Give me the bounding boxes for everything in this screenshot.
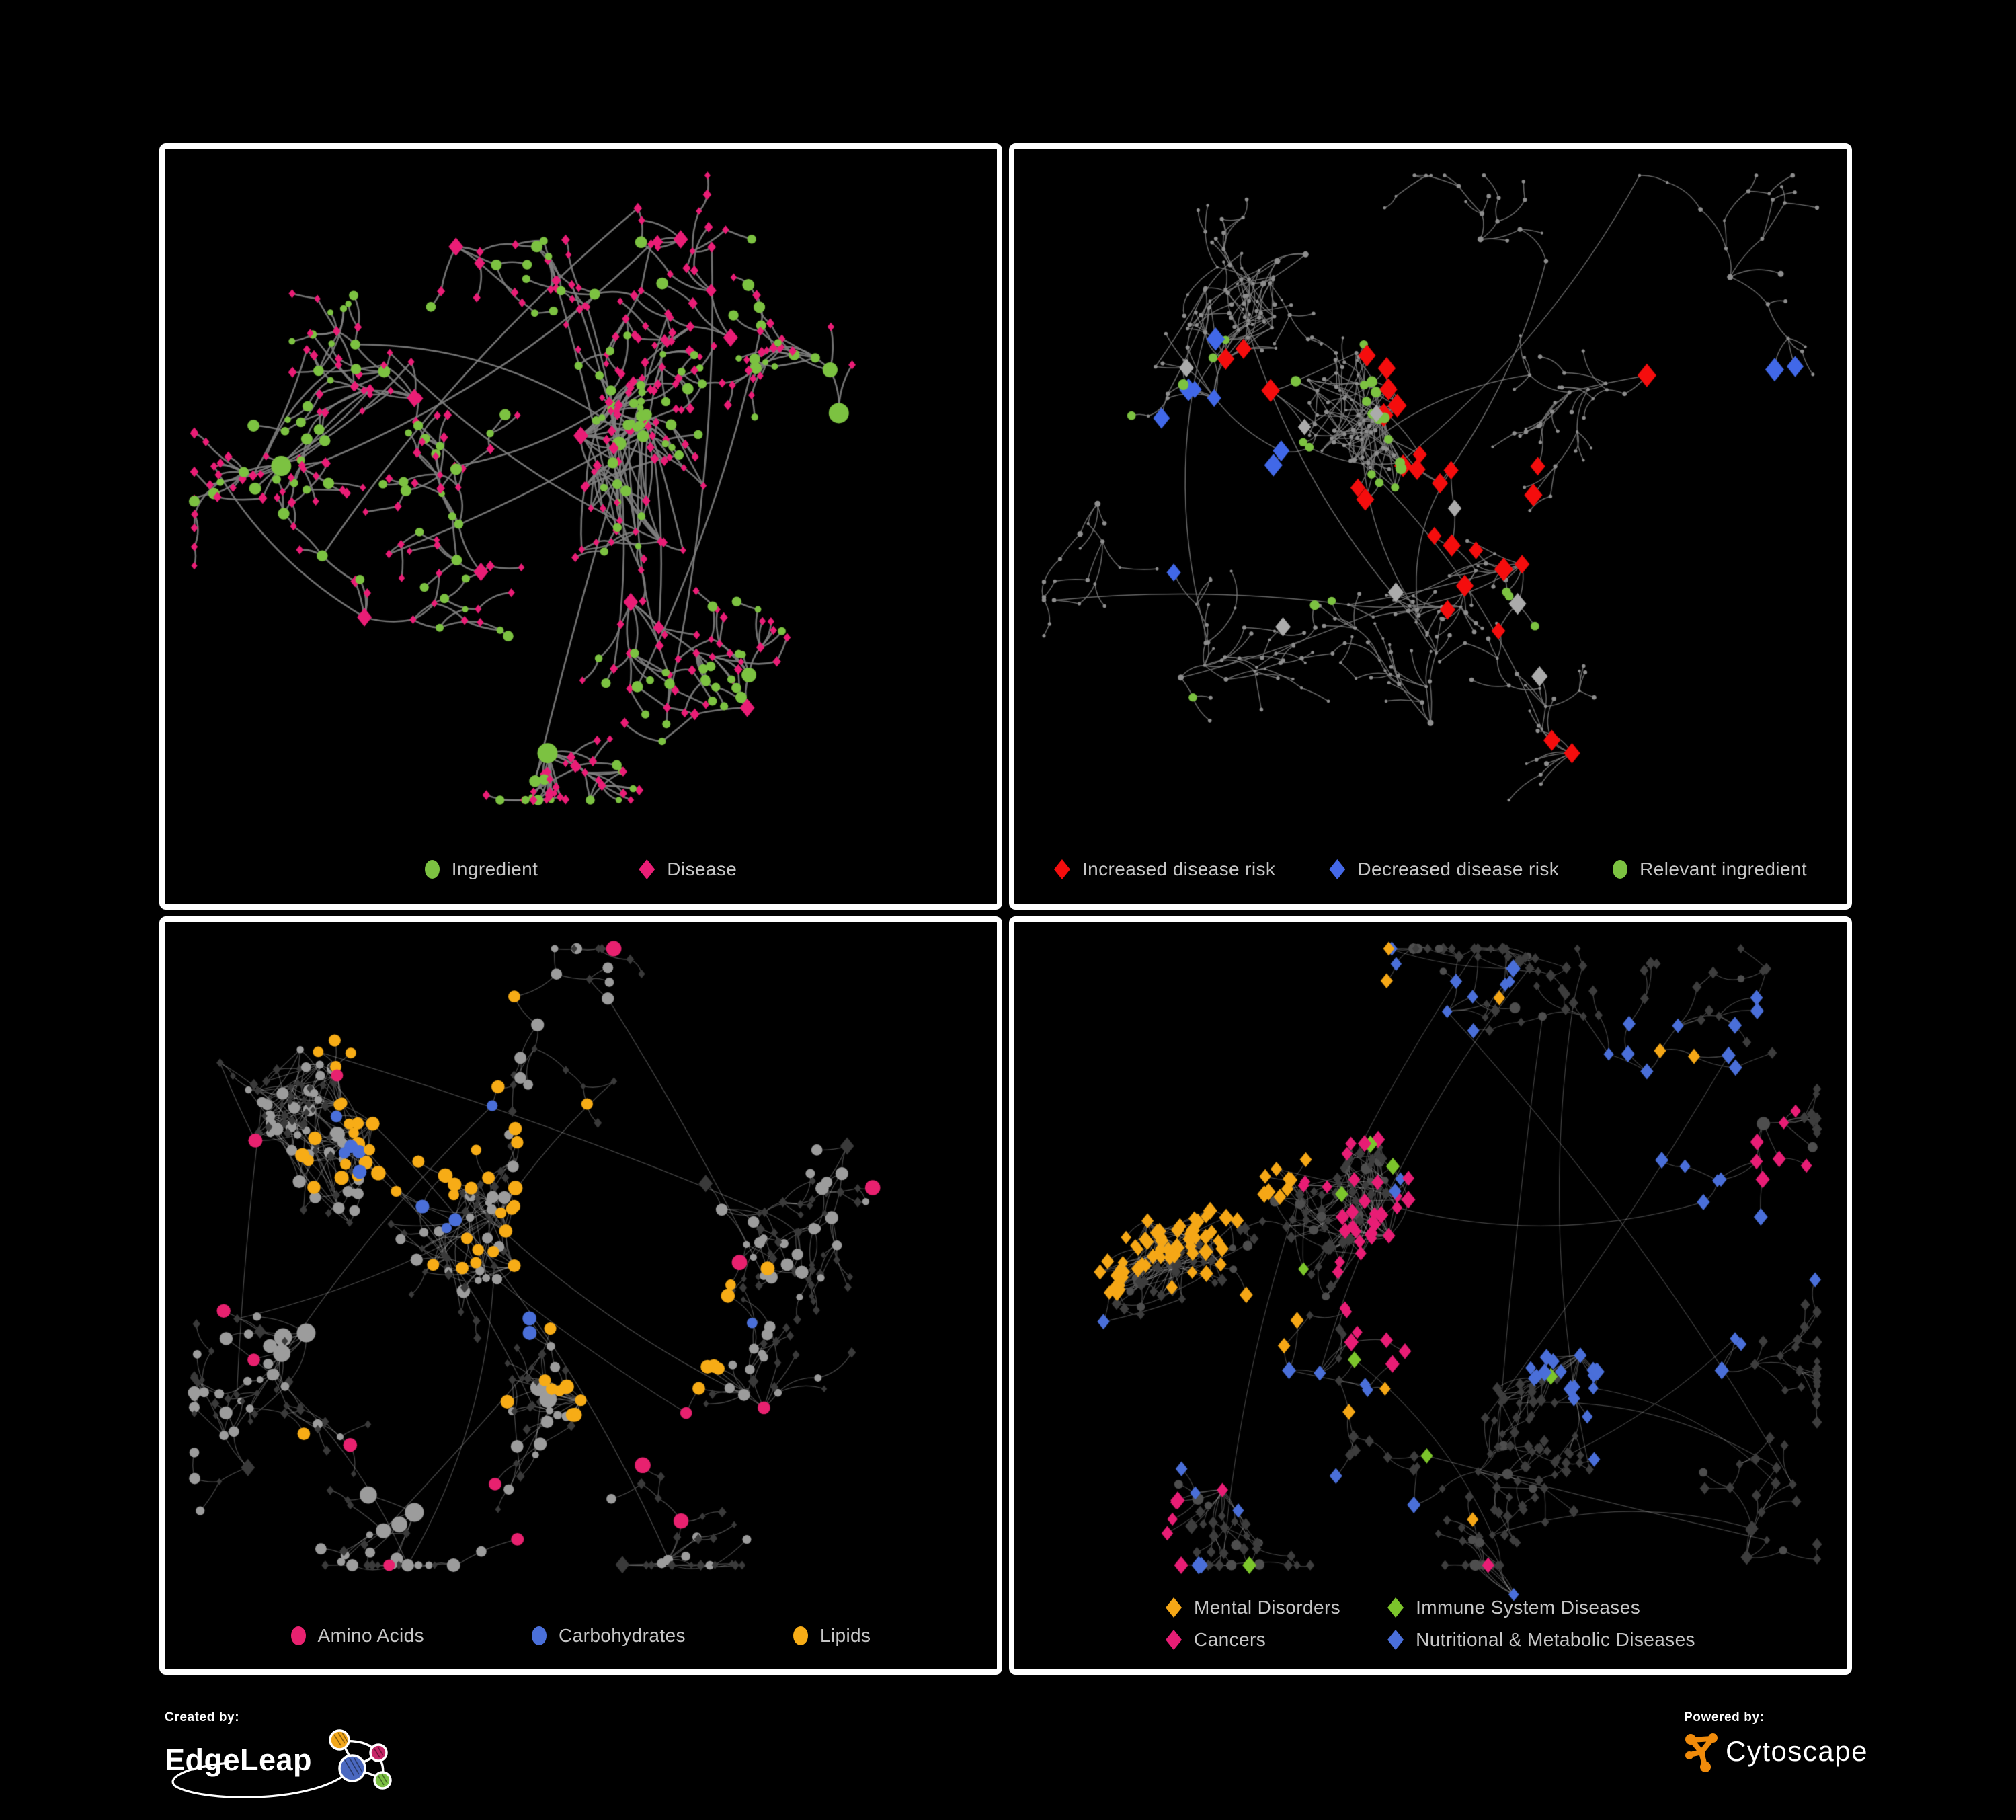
created-by-label: Created by:	[165, 1710, 240, 1725]
disease-category-legend: Mental Disorders Immune System Diseases Ca…	[1024, 1597, 1837, 1651]
legend-item-lipids: Lipids	[793, 1625, 871, 1647]
legend-label: Immune System Diseases	[1416, 1597, 1641, 1618]
legend-item-ingredient: Ingredient	[424, 859, 538, 880]
edgeleap-brand: EdgeLeap	[165, 1725, 407, 1806]
legend-item-immune-system-diseases: Immune System Diseases	[1387, 1597, 1695, 1618]
disease-category-network	[1014, 922, 1847, 1669]
legend-item-relevant-ingredient: Relevant ingredient	[1613, 859, 1807, 880]
legend-item-cancers: Cancers	[1166, 1629, 1340, 1651]
legend-label: Disease	[667, 859, 737, 879]
cytoscape-logo-icon	[1685, 1733, 1718, 1772]
ingredient-disease-legend: Ingredient Disease	[174, 859, 987, 880]
cytoscape-wordmark: Cytoscape	[1726, 1735, 1868, 1767]
cytoscape-credit: Powered by: Cytoscape	[1684, 1710, 1966, 1798]
disease-risk-legend: Increased disease risk Decreased disease …	[1024, 859, 1837, 880]
legend-item-disease: Disease	[639, 859, 737, 880]
diamond-marker	[1166, 1597, 1182, 1618]
legend-item-decreased-disease-risk: Decreased disease risk	[1329, 859, 1559, 880]
legend-item-mental-disorders: Mental Disorders	[1166, 1597, 1340, 1618]
circle-marker	[290, 1626, 306, 1645]
macronutrient-legend: Amino Acids Carbohydrates Lipids	[174, 1625, 987, 1647]
legend-item-nutritional-metabolic-diseases: Nutritional & Metabolic Diseases	[1387, 1629, 1695, 1651]
circle-marker	[532, 1626, 547, 1645]
edgeleap-wordmark: EdgeLeap	[165, 1743, 313, 1777]
legend-label: Cancers	[1194, 1629, 1266, 1650]
legend-label: Amino Acids	[317, 1625, 425, 1646]
legend-label: Lipids	[819, 1625, 871, 1646]
legend-label: Relevant ingredient	[1640, 859, 1808, 879]
diamond-marker	[1387, 1630, 1404, 1650]
legend-label: Ingredient	[451, 859, 538, 879]
powered-by-label: Powered by:	[1684, 1710, 1765, 1725]
panel-disease-categories: Mental Disorders Immune System Diseases Ca…	[1009, 916, 1852, 1675]
panel-disease-risk: Increased disease risk Decreased disease …	[1009, 143, 1852, 910]
diamond-marker	[639, 859, 655, 879]
legend-label: Mental Disorders	[1194, 1597, 1341, 1618]
circle-marker	[793, 1626, 808, 1645]
diamond-marker	[1166, 1630, 1182, 1650]
edgeleap-logo-icon	[171, 1729, 392, 1798]
edgeleap-credit: Created by:	[165, 1710, 407, 1811]
legend-label: Increased disease risk	[1082, 859, 1276, 879]
panel-macronutrients: Amino Acids Carbohydrates Lipids	[159, 916, 1002, 1675]
legend-item-carbohydrates: Carbohydrates	[532, 1625, 686, 1647]
legend-item-increased-disease-risk: Increased disease risk	[1053, 859, 1276, 880]
macronutrient-network	[165, 922, 997, 1669]
legend-label: Decreased disease risk	[1357, 859, 1560, 879]
circle-marker	[424, 860, 440, 879]
legend-label: Nutritional & Metabolic Diseases	[1416, 1629, 1695, 1650]
circle-marker	[1613, 860, 1628, 879]
diamond-marker	[1329, 859, 1346, 879]
legend-item-amino-acids: Amino Acids	[290, 1625, 425, 1647]
panel-ingredient-disease: Ingredient Disease	[159, 143, 1002, 910]
ingredient-disease-network	[165, 149, 997, 904]
diamond-marker	[1053, 859, 1070, 879]
disease-risk-network	[1014, 149, 1847, 904]
diamond-marker	[1387, 1597, 1404, 1618]
legend-label: Carbohydrates	[559, 1625, 686, 1646]
